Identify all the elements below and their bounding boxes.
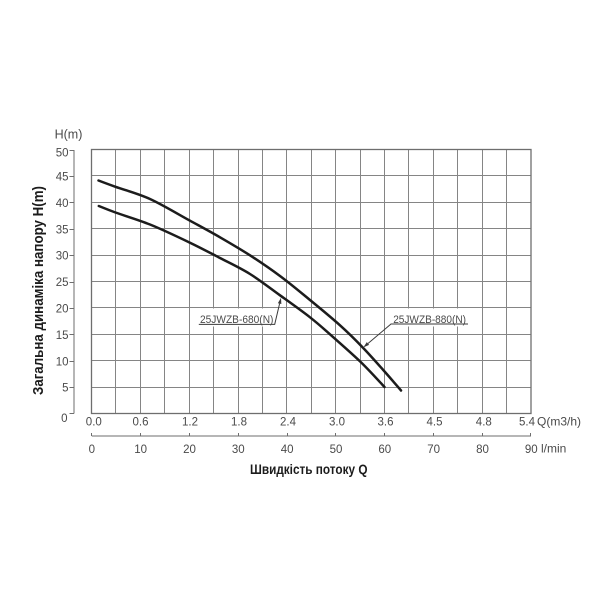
svg-text:25: 25 — [56, 277, 69, 289]
svg-text:5.4: 5.4 — [519, 416, 536, 428]
svg-text:10: 10 — [134, 444, 147, 456]
svg-text:50: 50 — [330, 444, 343, 456]
svg-text:0: 0 — [89, 444, 95, 456]
svg-text:2.4: 2.4 — [280, 416, 297, 428]
svg-text:45: 45 — [56, 172, 69, 184]
svg-text:1.2: 1.2 — [182, 416, 198, 428]
svg-text:90: 90 — [525, 444, 538, 456]
svg-text:Загальна динаміка напору H(m): Загальна динаміка напору H(m) — [31, 186, 47, 395]
svg-text:0: 0 — [61, 413, 67, 425]
svg-text:H(m): H(m) — [55, 128, 83, 142]
svg-text:1.8: 1.8 — [231, 416, 247, 428]
svg-text:35: 35 — [56, 224, 69, 236]
svg-text:80: 80 — [476, 444, 489, 456]
svg-text:25JWZB-880(N): 25JWZB-880(N) — [393, 314, 466, 326]
svg-text:4.5: 4.5 — [427, 416, 443, 428]
svg-text:4.8: 4.8 — [476, 416, 492, 428]
svg-text:Швидкість потоку Q: Швидкість потоку Q — [250, 461, 368, 477]
svg-text:40: 40 — [56, 198, 69, 210]
svg-text:60: 60 — [378, 444, 391, 456]
svg-text:0.6: 0.6 — [133, 416, 149, 428]
svg-text:25JWZB-680(N): 25JWZB-680(N) — [200, 314, 274, 326]
svg-text:30: 30 — [56, 251, 69, 263]
svg-text:0.0: 0.0 — [86, 416, 102, 428]
svg-text:5: 5 — [62, 383, 68, 395]
svg-text:3.6: 3.6 — [378, 416, 394, 428]
svg-text:20: 20 — [183, 444, 196, 456]
svg-text:30: 30 — [232, 444, 245, 456]
svg-text:10: 10 — [56, 356, 69, 368]
svg-text:70: 70 — [427, 444, 440, 456]
svg-text:3.0: 3.0 — [329, 416, 345, 428]
svg-text:20: 20 — [56, 304, 69, 316]
svg-text:50: 50 — [56, 148, 69, 160]
svg-text:l/min: l/min — [541, 442, 566, 456]
svg-text:40: 40 — [281, 444, 294, 456]
svg-text:15: 15 — [56, 330, 69, 342]
svg-text:Q(m3/h): Q(m3/h) — [537, 415, 581, 429]
